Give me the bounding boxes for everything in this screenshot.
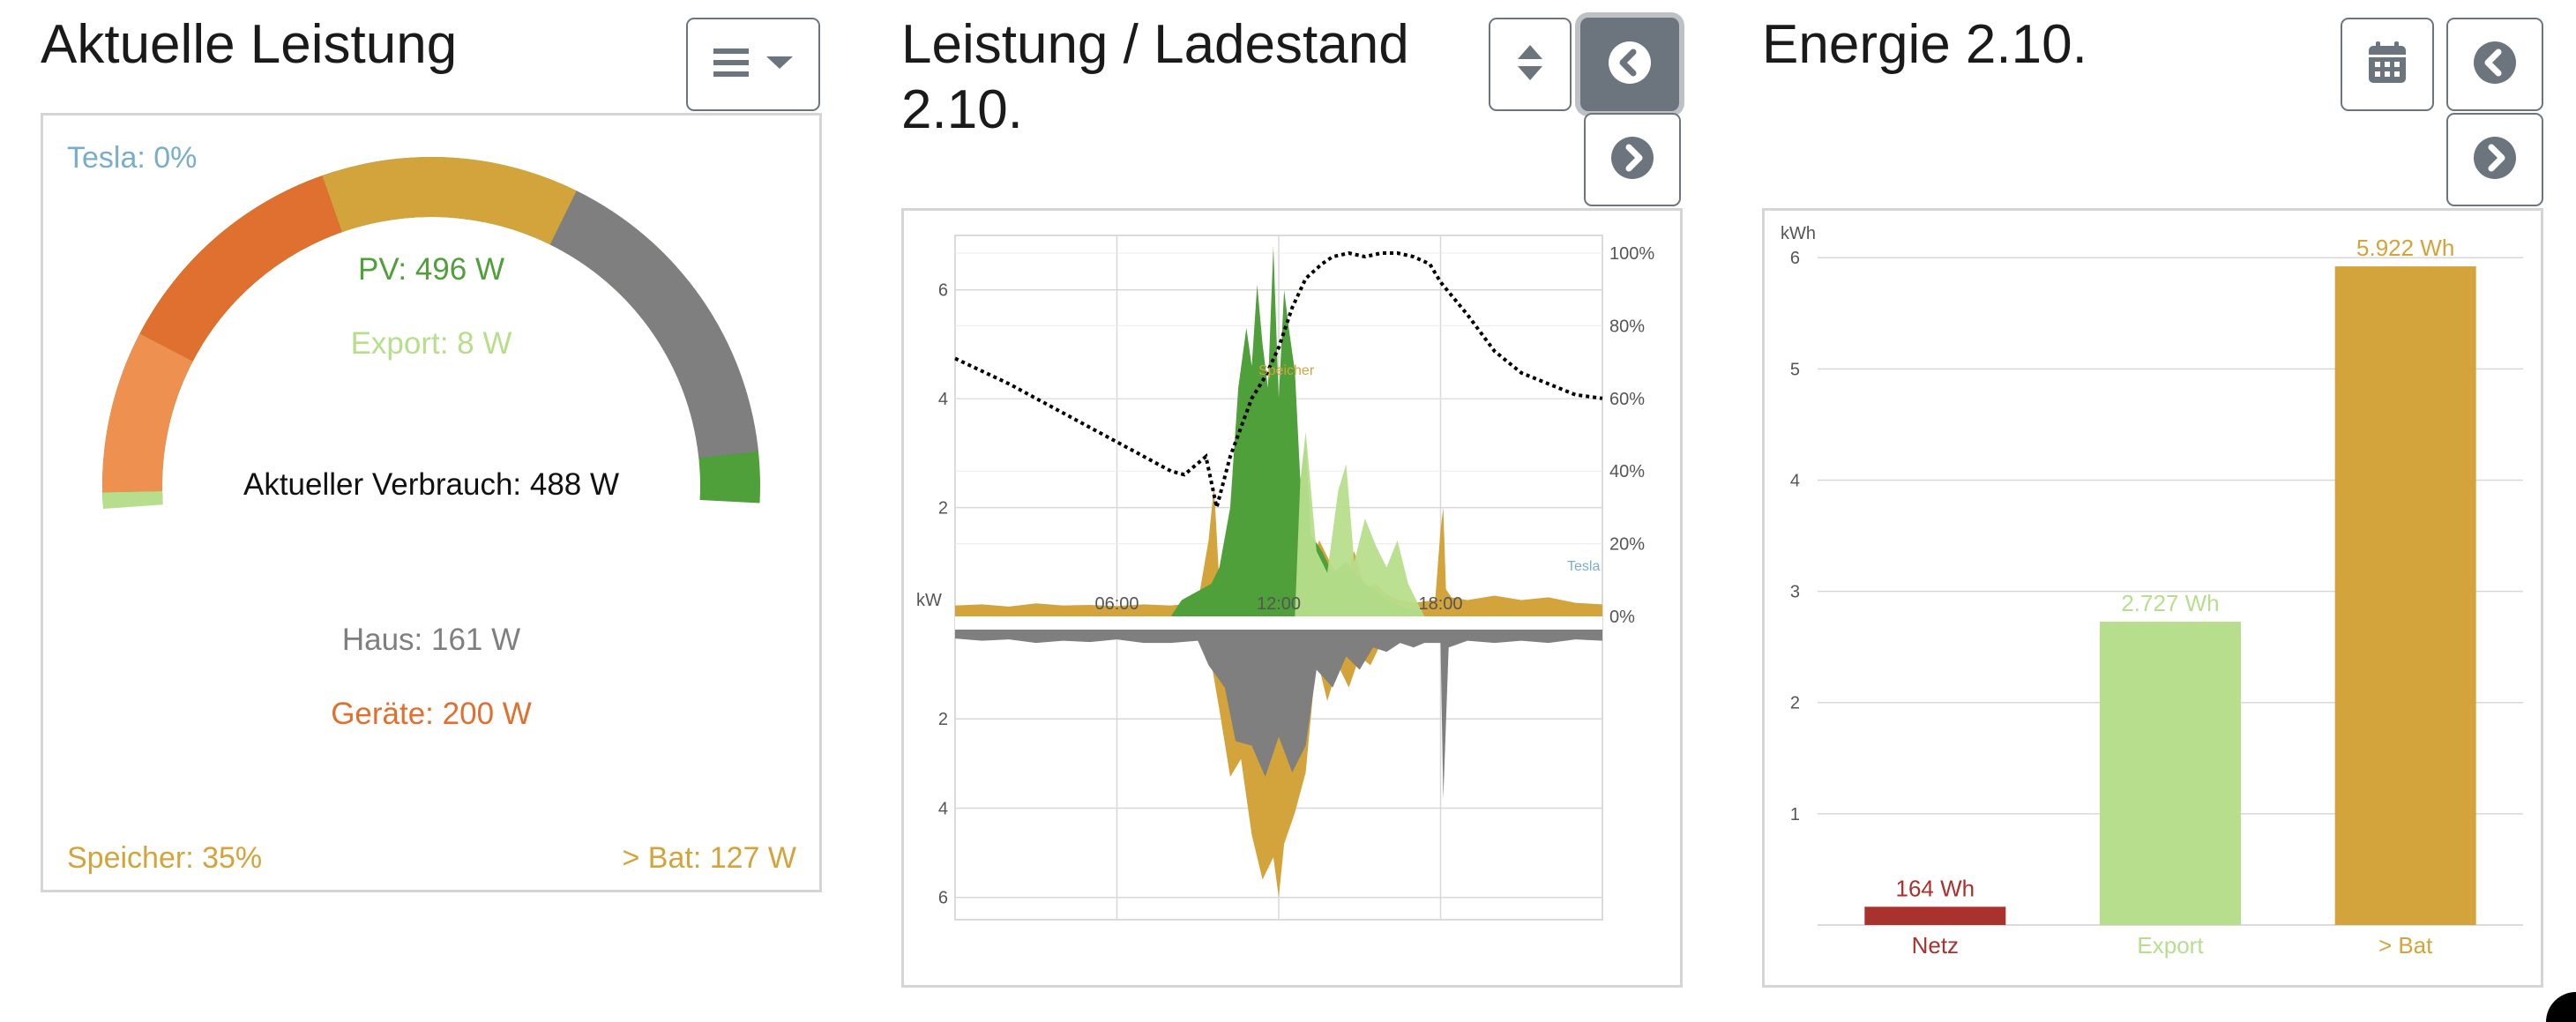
y2-tick-label: 20% — [1609, 535, 1645, 555]
panel-title: Aktuelle Leistung — [41, 14, 458, 75]
legend-tesla: Tesla — [1567, 559, 1600, 574]
export-label: Export: 8 W — [351, 326, 512, 361]
panel-energy: Energie 2.10. 1 2 3 4 5 6 164 Wh Netz 2.727 Wh E… — [1721, 0, 2576, 1022]
donut-segment-devices-part-1 — [102, 333, 193, 493]
prev-day-button[interactable] — [2446, 18, 2543, 111]
y2-tick-label: 100% — [1609, 244, 1654, 264]
bar-data-label: 164 Wh — [1896, 875, 1975, 901]
y-tick-label: 1 — [1790, 805, 1800, 824]
bar-data-label: 2.727 Wh — [2121, 590, 2219, 616]
calendar-icon — [2367, 41, 2408, 88]
donut-segment-devices-part-2 — [139, 175, 342, 362]
caret-down-icon — [766, 55, 793, 75]
y2-tick-label: 80% — [1609, 317, 1645, 336]
panel-power-soc: Leistung / Ladestand 2.10. 06:00 12:00 18:… — [861, 0, 1707, 1022]
y-tick-label: 6 — [938, 889, 948, 908]
x-tick-label: 06:00 — [1094, 594, 1139, 614]
next-day-button[interactable] — [1584, 113, 1681, 206]
sort-button[interactable] — [1489, 18, 1572, 111]
bar-data-label: 5.922 Wh — [2356, 235, 2454, 261]
x-tick-label: 12:00 — [1257, 594, 1301, 614]
storage-label: Speicher: 35% — [67, 841, 262, 875]
y-tick-label: 3 — [1790, 583, 1800, 602]
power-donut: Tesla: 0% PV: 496 W Export: 8 W Aktuelle… — [67, 141, 797, 875]
bar-netz — [1864, 906, 2006, 925]
y-tick-label: 5 — [1790, 360, 1800, 379]
y-tick-label: 4 — [938, 390, 948, 409]
consumption-label: Aktueller Verbrauch: 488 W — [243, 467, 619, 502]
chevron-right-icon — [2473, 136, 2517, 184]
series-area-bat-laden — [955, 630, 1602, 898]
devices-label: Geräte: 200 W — [331, 697, 532, 731]
bar-bat — [2334, 266, 2476, 926]
donut-segment-export — [102, 491, 163, 510]
series-area-haus — [955, 630, 1602, 800]
energy-chart-card: 1 2 3 4 5 6 164 Wh Netz 2.727 Wh Export 5.922 Wh >… — [1762, 208, 2543, 988]
donut-segment-battery — [322, 156, 577, 245]
y-tick-label: 6 — [938, 281, 948, 301]
tesla-label: Tesla: 0% — [67, 141, 197, 175]
battery-label: > Bat: 127 W — [623, 841, 797, 875]
y-tick-label: 4 — [938, 799, 948, 818]
energy-bar-chart: 1 2 3 4 5 6 164 Wh Netz 2.727 Wh Export 5.922 Wh >… — [1781, 224, 2523, 959]
y-tick-label: 2 — [938, 499, 948, 518]
house-label: Haus: 161 W — [342, 623, 520, 657]
panel-current-power: Aktuelle Leistung Tesla: 0% PV: 496 W Ex… — [0, 0, 847, 1022]
y-tick-label: 4 — [1790, 471, 1800, 490]
y-axis-unit: kW — [916, 591, 942, 610]
chevron-left-icon — [2473, 41, 2517, 89]
category-label: Netz — [1912, 932, 1959, 959]
chevron-right-icon — [1610, 136, 1654, 184]
y-tick-label: 2 — [938, 710, 948, 729]
sort-icon — [1517, 43, 1543, 86]
power-chart-card: 06:00 12:00 18:00 2 4 6 2 4 6 0% 20% 40% 60% 80% 100% … — [901, 208, 1683, 988]
donut-segment-house — [549, 190, 758, 459]
legend-storage: Speicher — [1258, 363, 1315, 378]
series-area-pv — [955, 246, 1602, 616]
category-label: > Bat — [2378, 932, 2433, 959]
calendar-button[interactable] — [2341, 18, 2434, 111]
panel-title: Energie 2.10. — [1762, 14, 2087, 75]
prev-day-button[interactable] — [1580, 18, 1679, 111]
panel-title: Leistung / Ladestand 2.10. — [901, 14, 1409, 140]
power-donut-card: Tesla: 0% PV: 496 W Export: 8 W Aktuelle… — [41, 113, 822, 892]
menu-button[interactable] — [686, 18, 820, 111]
power-soc-chart: 06:00 12:00 18:002462460%20%40%60%80%100% … — [916, 235, 1654, 921]
bar-export — [2100, 622, 2241, 925]
y-tick-label: 6 — [1790, 249, 1800, 268]
chart-divider — [955, 616, 1602, 630]
x-tick-label: 18:00 — [1418, 594, 1462, 614]
next-day-button[interactable] — [2446, 113, 2543, 206]
y2-tick-label: 60% — [1609, 390, 1645, 409]
hamburger-icon — [713, 47, 752, 83]
category-label: Export — [2137, 932, 2204, 959]
y2-tick-label: 0% — [1609, 608, 1635, 627]
y-tick-label: 2 — [1790, 694, 1800, 713]
y2-tick-label: 40% — [1609, 462, 1645, 481]
chevron-left-icon — [1608, 41, 1652, 89]
pv-label: PV: 496 W — [358, 252, 504, 287]
y-axis-unit: kWh — [1781, 224, 1816, 243]
